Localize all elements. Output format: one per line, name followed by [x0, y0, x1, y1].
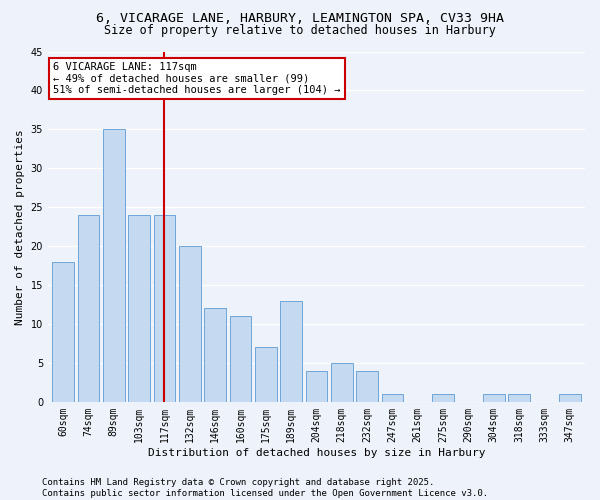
Bar: [280, 300, 302, 402]
Bar: [154, 215, 175, 402]
Bar: [179, 246, 200, 402]
Bar: [52, 262, 74, 402]
Bar: [77, 215, 99, 402]
Bar: [230, 316, 251, 402]
Bar: [559, 394, 581, 402]
Bar: [508, 394, 530, 402]
Bar: [255, 348, 277, 402]
Bar: [356, 370, 378, 402]
Bar: [331, 363, 353, 402]
Bar: [128, 215, 150, 402]
Text: Size of property relative to detached houses in Harbury: Size of property relative to detached ho…: [104, 24, 496, 37]
Y-axis label: Number of detached properties: Number of detached properties: [15, 129, 25, 324]
Bar: [103, 130, 125, 402]
X-axis label: Distribution of detached houses by size in Harbury: Distribution of detached houses by size …: [148, 448, 485, 458]
Text: 6 VICARAGE LANE: 117sqm
← 49% of detached houses are smaller (99)
51% of semi-de: 6 VICARAGE LANE: 117sqm ← 49% of detache…: [53, 62, 341, 95]
Bar: [483, 394, 505, 402]
Bar: [305, 370, 327, 402]
Bar: [433, 394, 454, 402]
Text: Contains HM Land Registry data © Crown copyright and database right 2025.
Contai: Contains HM Land Registry data © Crown c…: [42, 478, 488, 498]
Text: 6, VICARAGE LANE, HARBURY, LEAMINGTON SPA, CV33 9HA: 6, VICARAGE LANE, HARBURY, LEAMINGTON SP…: [96, 12, 504, 26]
Bar: [205, 308, 226, 402]
Bar: [382, 394, 403, 402]
